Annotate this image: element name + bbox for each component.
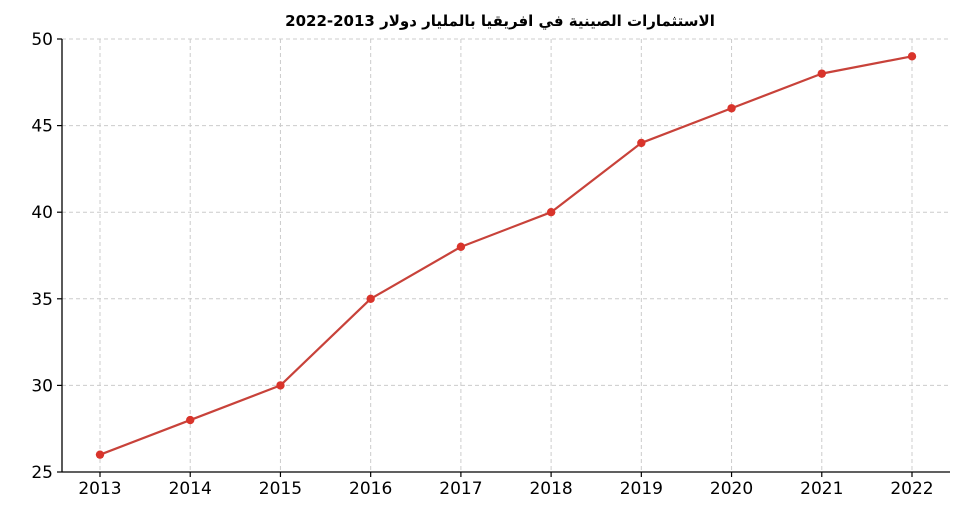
- data-point: [186, 415, 195, 425]
- data-point: [276, 381, 285, 390]
- x-tick-label: 2014: [169, 479, 212, 499]
- data-point: [727, 104, 736, 113]
- data-point: [456, 242, 466, 252]
- chart-title: الاستثمارات الصينية في افريقيا بالمليار …: [285, 12, 715, 30]
- data-point: [907, 52, 917, 61]
- x-tick-label: 2020: [710, 479, 753, 499]
- x-tick-label: 2017: [439, 479, 482, 499]
- data-point: [546, 208, 556, 217]
- data-point: [637, 138, 646, 148]
- x-tick-label: 2018: [529, 479, 572, 499]
- x-tick-label: 2015: [259, 479, 302, 499]
- series-line: [99, 55, 913, 456]
- data-point: [817, 69, 826, 78]
- y-tick-label: 50: [31, 30, 53, 50]
- y-tick-label: 45: [31, 117, 53, 137]
- y-tick-label: 30: [31, 376, 53, 396]
- y-tick-label: 40: [31, 203, 53, 223]
- y-tick-label: 35: [31, 290, 53, 310]
- data-point: [366, 294, 375, 303]
- x-tick-label: 2013: [78, 479, 121, 499]
- data-point: [95, 450, 105, 459]
- y-tick-label: 25: [31, 463, 53, 483]
- x-tick-label: 2019: [620, 479, 663, 499]
- x-tick-label: 2021: [800, 479, 843, 499]
- x-tick-label: 2022: [890, 479, 933, 499]
- x-tick-label: 2016: [349, 479, 392, 499]
